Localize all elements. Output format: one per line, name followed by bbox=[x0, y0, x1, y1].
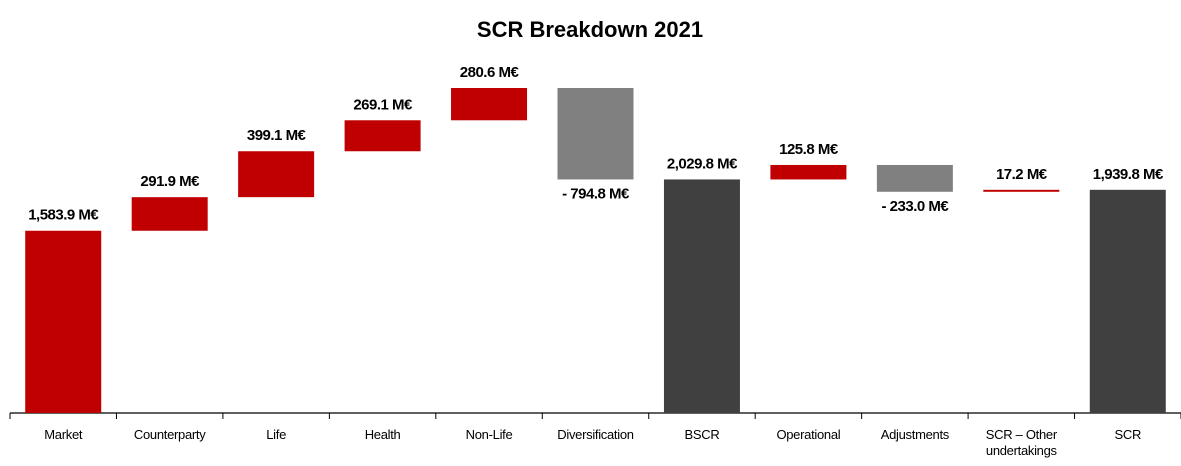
value-label: - 794.8 M€ bbox=[562, 185, 630, 202]
x-tick-label: Life bbox=[266, 427, 286, 442]
x-tick-label: Non-Life bbox=[465, 427, 513, 442]
value-label: 280.6 M€ bbox=[460, 64, 520, 81]
x-tick-label: Counterparty bbox=[133, 427, 206, 442]
bar bbox=[663, 179, 740, 413]
chart-title: SCR Breakdown 2021 bbox=[477, 17, 703, 42]
value-label: 1,939.8 M€ bbox=[1093, 166, 1164, 183]
bar bbox=[1089, 189, 1166, 413]
value-label: 17.2 M€ bbox=[996, 166, 1048, 183]
x-tick-label: BSCR bbox=[684, 427, 720, 442]
value-label: 125.8 M€ bbox=[779, 141, 839, 158]
bar bbox=[876, 164, 953, 192]
x-tick-label: Health bbox=[364, 427, 401, 442]
x-tick-label: Diversification bbox=[557, 427, 634, 442]
bar bbox=[238, 151, 315, 198]
bar bbox=[557, 88, 634, 180]
value-label: 2,029.8 M€ bbox=[667, 155, 738, 172]
value-label: 291.9 M€ bbox=[140, 173, 200, 190]
value-label: - 233.0 M€ bbox=[882, 198, 950, 215]
bar bbox=[983, 189, 1060, 192]
value-label: 269.1 M€ bbox=[353, 96, 413, 113]
bar bbox=[770, 164, 847, 180]
x-tick-label: SCR bbox=[1114, 427, 1142, 442]
x-tick-label: Operational bbox=[776, 427, 841, 442]
x-tick-label: Market bbox=[44, 427, 83, 442]
value-label: 1,583.9 M€ bbox=[28, 207, 99, 224]
bar bbox=[131, 197, 208, 231]
bar bbox=[344, 120, 421, 152]
x-tick-label: SCR – Other undertakings bbox=[985, 427, 1057, 458]
x-tick-label: Adjustments bbox=[880, 427, 950, 442]
bar bbox=[25, 230, 102, 413]
bar bbox=[451, 88, 528, 121]
value-label: 399.1 M€ bbox=[247, 127, 307, 144]
